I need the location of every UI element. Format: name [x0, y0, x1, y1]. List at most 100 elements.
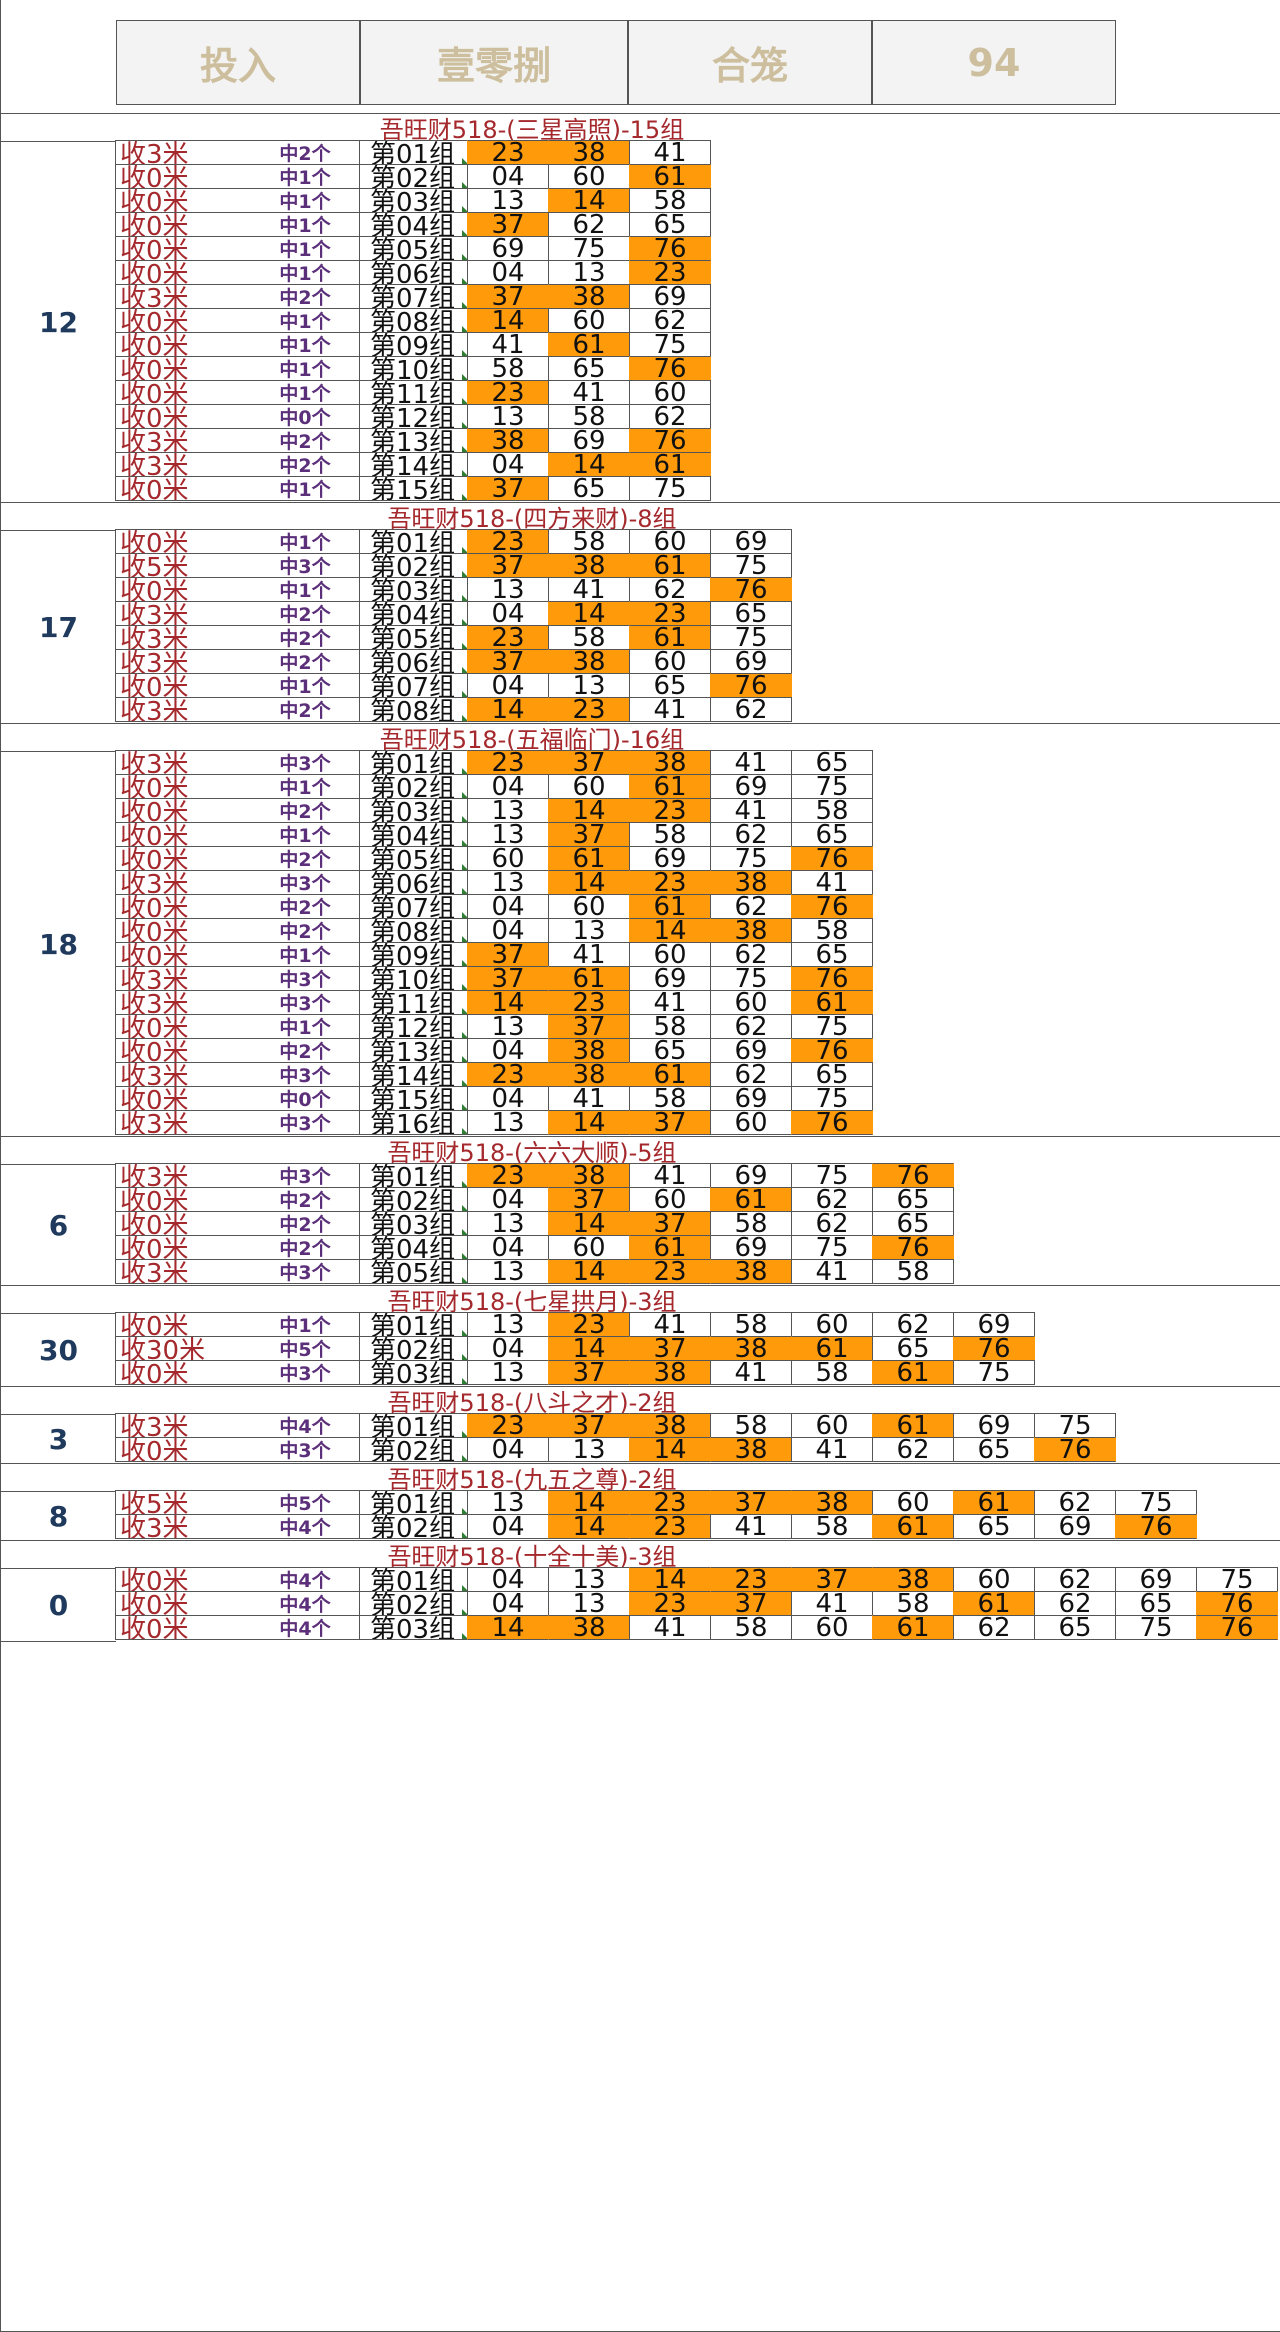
number-cell: 69	[629, 284, 711, 309]
number-cell-hit: 76	[791, 1110, 873, 1135]
number-cell: 13	[467, 404, 549, 429]
number-cell-hit: 14	[629, 1567, 711, 1592]
number-cell-hit: 38	[548, 1615, 630, 1640]
number-cell: 41	[791, 1437, 873, 1462]
number-cell: 65	[1034, 1615, 1116, 1640]
number-cell-hit: 76	[791, 846, 873, 871]
cell-note-marker-icon	[462, 691, 467, 697]
number-cell-hit: 61	[629, 625, 711, 650]
group-label-text: 第04组	[370, 601, 456, 626]
number-cell-hit: 61	[872, 1514, 954, 1539]
watermark-glyph	[985, 2268, 999, 2298]
cell-note-marker-icon	[462, 206, 467, 212]
shou-cell: 收3米	[115, 750, 252, 775]
group-label-text: 第01组	[370, 1163, 456, 1188]
number-cell: 75	[791, 1086, 873, 1111]
shou-cell: 收0米	[115, 577, 252, 602]
group-label-cell: 第05组	[359, 1259, 468, 1284]
shou-cell: 收3米	[115, 1110, 252, 1135]
number-cell: 75	[629, 476, 711, 501]
cell-note-marker-icon	[462, 888, 467, 894]
number-cell: 13	[548, 673, 630, 698]
number-cell-hit: 76	[1034, 1437, 1116, 1462]
group-label-text: 第02组	[370, 1437, 456, 1462]
group-label-cell: 第05组	[359, 236, 468, 261]
number-cell-hit: 61	[548, 332, 630, 357]
group-label-cell: 第15组	[359, 1086, 468, 1111]
number-cell: 75	[791, 1014, 873, 1039]
zhong-cell: 中2个	[251, 428, 360, 453]
number-cell-hit: 23	[548, 697, 630, 722]
number-cell-hit: 76	[1196, 1615, 1278, 1640]
cell-note-marker-icon	[462, 1532, 467, 1538]
number-cell: 13	[467, 798, 549, 823]
number-cell: 65	[791, 942, 873, 967]
header-cell-helong: 合笼	[628, 20, 872, 105]
group-label-text: 第02组	[370, 774, 456, 799]
number-cell: 65	[791, 1062, 873, 1087]
group-label-cell: 第06组	[359, 649, 468, 674]
group-label-text: 第08组	[370, 918, 456, 943]
shou-cell: 收0米	[115, 822, 252, 847]
number-cell-hit: 38	[629, 750, 711, 775]
number-cell: 62	[1034, 1567, 1116, 1592]
group-label-text: 第09组	[370, 942, 456, 967]
number-cell: 41	[710, 750, 792, 775]
number-cell-hit: 38	[548, 1038, 630, 1063]
zhong-cell: 中4个	[251, 1615, 360, 1640]
number-cell: 04	[467, 1187, 549, 1212]
number-cell-hit: 76	[872, 1235, 954, 1260]
number-cell: 69	[710, 774, 792, 799]
number-cell-hit: 76	[791, 966, 873, 991]
number-cell: 69	[710, 1086, 792, 1111]
number-cell: 60	[629, 380, 711, 405]
number-cell: 58	[791, 918, 873, 943]
cell-note-marker-icon	[462, 1104, 467, 1110]
number-cell: 62	[710, 894, 792, 919]
number-cell-hit: 23	[629, 1259, 711, 1284]
zhong-cell: 中3个	[251, 1062, 360, 1087]
cell-note-marker-icon	[462, 667, 467, 673]
group-label-text: 第02组	[370, 1336, 456, 1361]
shou-cell: 收3米	[115, 1514, 252, 1539]
watermark-glyph	[1065, 2268, 1079, 2298]
zhong-cell: 中2个	[251, 452, 360, 477]
shou-cell: 收0米	[115, 308, 252, 333]
number-cell-hit: 37	[548, 1014, 630, 1039]
cell-note-marker-icon	[462, 595, 467, 601]
number-cell: 65	[548, 476, 630, 501]
group-label-cell: 第01组	[359, 1413, 468, 1438]
number-cell: 62	[629, 308, 711, 333]
group-label-text: 第03组	[370, 188, 456, 213]
cell-note-marker-icon	[462, 422, 467, 428]
number-cell: 60	[548, 308, 630, 333]
shou-cell: 收0米	[115, 1360, 252, 1385]
shou-cell: 收0米	[115, 380, 252, 405]
number-cell-hit: 61	[710, 1187, 792, 1212]
shou-cell: 收0米	[115, 942, 252, 967]
number-cell: 04	[467, 601, 549, 626]
number-cell-hit: 37	[548, 1187, 630, 1212]
cell-note-marker-icon	[462, 1181, 467, 1187]
watermark-glyph	[1025, 2268, 1039, 2298]
cell-note-marker-icon	[462, 1633, 467, 1639]
number-cell-hit: 23	[467, 750, 549, 775]
number-cell-hit: 76	[953, 1336, 1035, 1361]
group-label-text: 第01组	[370, 140, 456, 165]
zhong-cell: 中1个	[251, 577, 360, 602]
section-title: 吾旺财518-(八斗之才)-2组	[387, 1388, 677, 1417]
number-cell: 69	[710, 1038, 792, 1063]
shou-cell: 收0米	[115, 1211, 252, 1236]
shou-cell: 收0米	[115, 1437, 252, 1462]
number-cell-hit: 23	[467, 140, 549, 165]
group-label-cell: 第10组	[359, 966, 468, 991]
cell-note-marker-icon	[462, 182, 467, 188]
number-cell: 04	[467, 918, 549, 943]
shou-cell: 收3米	[115, 1413, 252, 1438]
number-cell-hit: 61	[872, 1413, 954, 1438]
number-cell-hit: 38	[467, 428, 549, 453]
number-cell-hit: 38	[548, 649, 630, 674]
number-cell-hit: 14	[467, 1615, 549, 1640]
number-cell-hit: 23	[467, 625, 549, 650]
number-cell-hit: 38	[629, 1360, 711, 1385]
